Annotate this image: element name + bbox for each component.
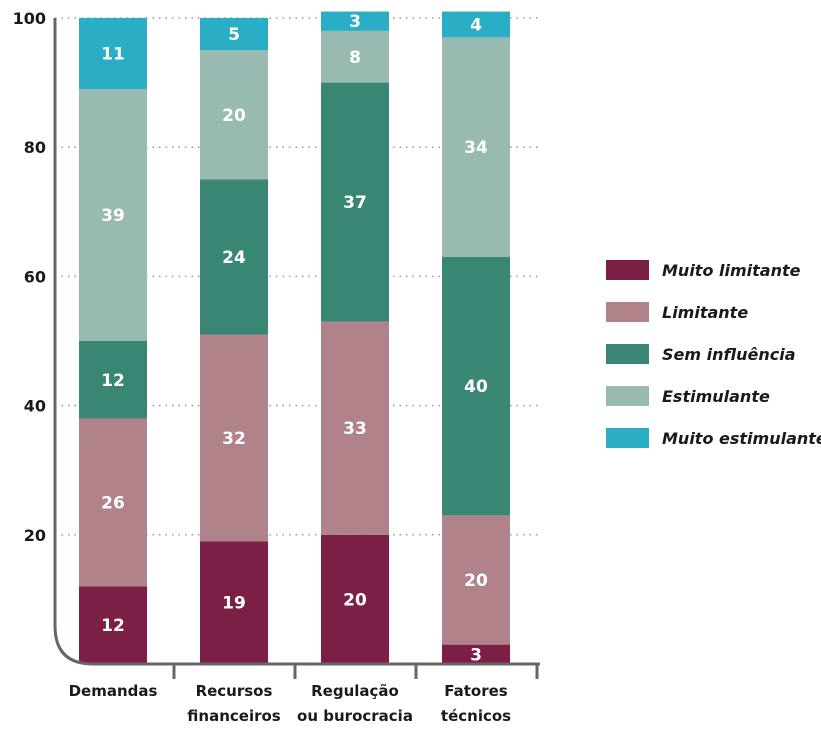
axes xyxy=(53,18,540,679)
data-label: 12 xyxy=(101,616,125,636)
x-tick-label: técnicos xyxy=(441,707,511,725)
legend-item: Sem influência xyxy=(606,344,821,364)
x-tick-label: ou burocracia xyxy=(297,707,413,725)
bar-segment xyxy=(79,18,147,90)
legend-swatch xyxy=(606,260,649,280)
data-label: 40 xyxy=(464,377,488,397)
data-label: 39 xyxy=(101,206,125,226)
legend: Muito limitante Limitante Sem influência Es… xyxy=(606,260,821,470)
x-tick-label: Demandas xyxy=(69,682,158,700)
bar-segment xyxy=(79,341,147,419)
data-label: 5 xyxy=(228,25,240,45)
legend-label: Estimulante xyxy=(662,386,770,406)
x-tick-label: Fatores xyxy=(444,682,508,700)
legend-item: Muito limitante xyxy=(606,260,821,280)
legend-swatch xyxy=(606,344,649,364)
bar-segment xyxy=(200,50,268,180)
y-tick-label: 20 xyxy=(24,526,46,545)
y-tick-label: 100 xyxy=(13,9,46,28)
data-label: 24 xyxy=(222,248,246,268)
bar-segment xyxy=(321,534,389,664)
data-label: 37 xyxy=(343,193,367,213)
data-label: 3 xyxy=(349,12,361,32)
bar-segment xyxy=(442,11,510,38)
legend-swatch xyxy=(606,302,649,322)
axis-line xyxy=(53,18,540,666)
bar-segment xyxy=(442,515,510,645)
legend-swatch xyxy=(606,428,649,448)
x-axis-ticks: Demandas Recursos financeiros Regulação ou b… xyxy=(69,682,512,725)
bar-segment xyxy=(200,179,268,335)
bar-segment xyxy=(442,37,510,258)
y-tick-label: 80 xyxy=(24,138,46,157)
legend-label: Muito limitante xyxy=(662,260,801,280)
y-tick-label: 60 xyxy=(24,267,46,286)
bar-segment xyxy=(442,257,510,516)
bar-segment xyxy=(79,89,147,341)
legend-label: Limitante xyxy=(662,302,749,322)
bar-segment xyxy=(442,644,510,664)
legend-item: Muito estimulante xyxy=(606,428,821,448)
legend-item: Estimulante xyxy=(606,386,821,406)
data-label: 34 xyxy=(464,138,488,158)
data-label: 11 xyxy=(101,45,125,65)
data-label: 20 xyxy=(464,571,488,591)
data-label: 19 xyxy=(222,594,246,614)
data-label: 3 xyxy=(470,645,482,665)
bar-segment xyxy=(321,11,389,31)
bar-segment xyxy=(200,541,268,664)
bar-segment xyxy=(79,586,147,664)
data-label: 4 xyxy=(470,15,482,35)
legend-label: Muito estimulante xyxy=(662,428,821,448)
x-tick-label: financeiros xyxy=(187,707,281,725)
legend-swatch xyxy=(606,386,649,406)
data-label: 20 xyxy=(222,106,246,126)
y-tick-label: 40 xyxy=(24,397,46,416)
x-tick-label: Recursos xyxy=(196,682,273,700)
bar-segment xyxy=(321,321,389,535)
bar-segment xyxy=(321,30,389,83)
bar-segment xyxy=(200,18,268,51)
legend-label: Sem influência xyxy=(662,344,796,364)
x-tick-label: Regulação xyxy=(311,682,399,700)
data-label: 33 xyxy=(343,419,367,439)
bar-segment xyxy=(200,334,268,542)
data-label: 26 xyxy=(101,494,125,514)
legend-item: Limitante xyxy=(606,302,821,322)
bar-segment xyxy=(321,82,389,322)
bar-segment xyxy=(79,418,147,587)
y-axis-ticks: 100 80 60 40 20 xyxy=(13,9,46,545)
data-label: 12 xyxy=(101,371,125,391)
data-label: 20 xyxy=(343,590,367,610)
data-label: 32 xyxy=(222,429,246,449)
data-label: 8 xyxy=(349,48,361,68)
